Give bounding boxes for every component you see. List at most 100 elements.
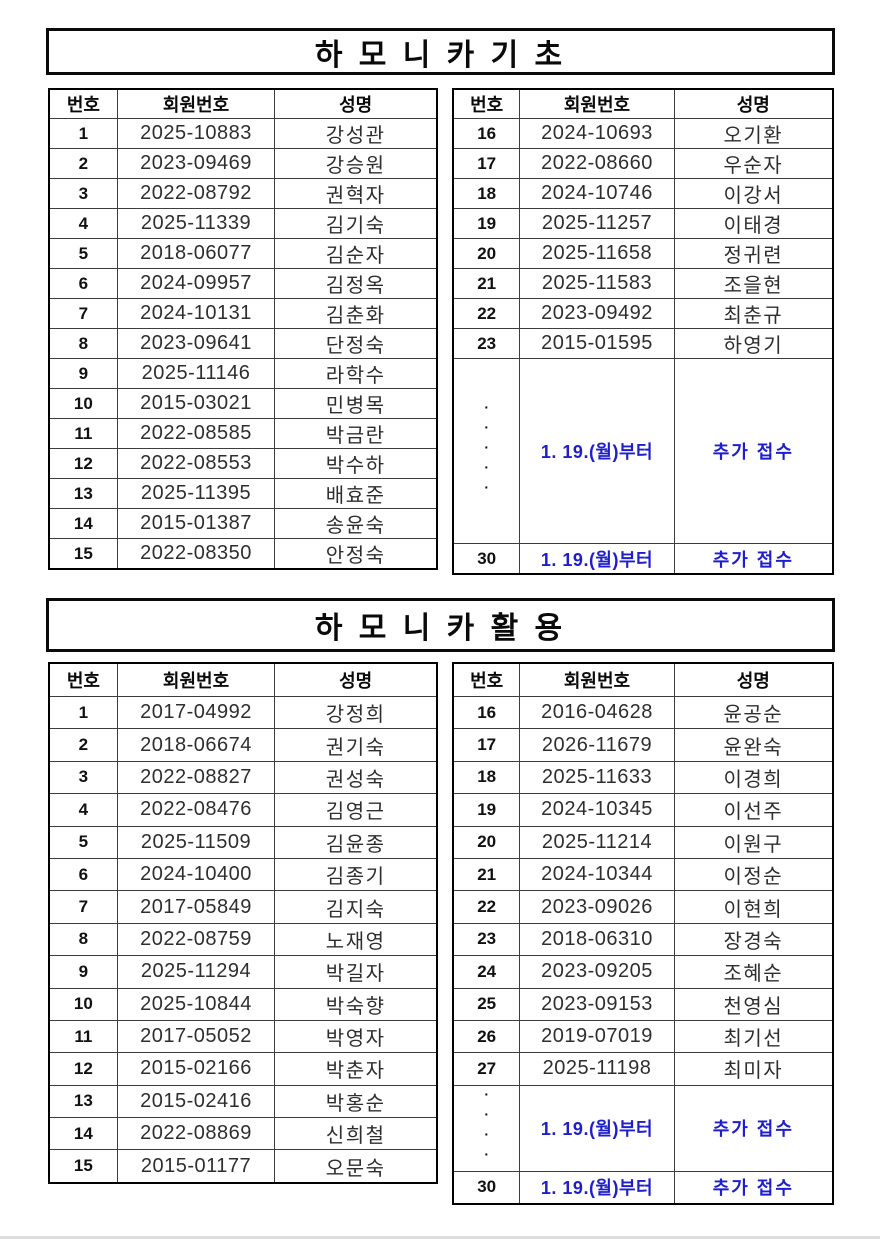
row-number: 2	[48, 728, 118, 762]
member-name: 김지숙	[274, 890, 438, 924]
table-row: 15 2022-08350 안정숙	[48, 538, 438, 570]
member-id: 2024-10344	[519, 857, 675, 892]
table-row: 22 2023-09026 이현희	[452, 890, 834, 924]
member-id: 2025-11214	[519, 825, 675, 859]
table-row: 13 2015-02416 박홍순	[48, 1084, 438, 1119]
member-id: 2015-03021	[116, 388, 276, 419]
member-id: 2023-09641	[116, 328, 276, 359]
member-name: 박금란	[274, 418, 438, 449]
member-name: 박길자	[274, 955, 438, 989]
table-row: 7 2017-05849 김지숙	[48, 890, 438, 924]
member-name: 김춘화	[274, 298, 438, 329]
table-row: 5 2018-06077 김순자	[48, 238, 438, 269]
table-row: 8 2023-09641 단정숙	[48, 328, 438, 359]
row-number: 16	[452, 695, 521, 730]
col-header-number: 번호	[452, 88, 521, 119]
member-name: 우순자	[673, 148, 834, 179]
row-number: 30	[452, 1170, 521, 1205]
member-id: 2025-11583	[519, 268, 675, 299]
additional-registration-label: 추가 접수	[673, 1170, 834, 1205]
member-id: 2023-09026	[519, 890, 675, 924]
table-row: 17 2022-08660 우순자	[452, 148, 834, 179]
member-name: 김종기	[274, 857, 438, 892]
table-row: 22 2023-09492 최춘규	[452, 298, 834, 329]
member-name: 김순자	[274, 238, 438, 269]
member-id: 2017-04992	[116, 695, 276, 730]
member-id: 2025-11198	[519, 1052, 675, 1086]
table-row: 6 2024-10400 김종기	[48, 857, 438, 892]
table-row: 7 2024-10131 김춘화	[48, 298, 438, 329]
additional-registration-label: 추가 접수	[673, 543, 834, 575]
row-number: 17	[452, 148, 521, 179]
member-name: 이경희	[673, 760, 834, 795]
row-number: 30	[452, 543, 521, 575]
row-number: 21	[452, 857, 521, 892]
member-name: 윤완숙	[673, 728, 834, 762]
row-number: 14	[48, 508, 118, 539]
row-number: 22	[452, 890, 521, 924]
member-id: 2022-08660	[519, 148, 675, 179]
member-name: 이원구	[673, 825, 834, 859]
row-number: 7	[48, 890, 118, 924]
row-number: 19	[452, 208, 521, 239]
member-id: 2025-11146	[116, 358, 276, 389]
table-row: 21 2024-10344 이정순	[452, 857, 834, 892]
member-id: 2026-11679	[519, 728, 675, 762]
member-name: 장경숙	[673, 922, 834, 957]
page-bottom-scan-artifact	[0, 1236, 880, 1239]
row-number: 17	[452, 728, 521, 762]
row-number: 9	[48, 358, 118, 389]
col-header-member-id: 회원번호	[519, 88, 675, 119]
row-number: 14	[48, 1117, 118, 1151]
row-number: 10	[48, 987, 118, 1021]
row-number: 4	[48, 208, 118, 239]
member-name: 윤공순	[673, 695, 834, 730]
row-number: 8	[48, 922, 118, 957]
row-number: 1	[48, 118, 118, 149]
member-name: 박숙향	[274, 987, 438, 1021]
table-row: 3 2022-08827 권성숙	[48, 760, 438, 795]
member-name: 김기숙	[274, 208, 438, 239]
table-row: 21 2025-11583 조을현	[452, 268, 834, 299]
member-id: 2015-01387	[116, 508, 276, 539]
row-number: 2	[48, 148, 118, 179]
member-name: 박춘자	[274, 1052, 438, 1086]
table-row: 11 2022-08585 박금란	[48, 418, 438, 449]
table-row: 27 2025-11198 최미자	[452, 1052, 834, 1086]
member-id: 2024-10400	[116, 857, 276, 892]
member-name: 송윤숙	[274, 508, 438, 539]
col-header-number: 번호	[48, 662, 118, 697]
member-id: 2022-08476	[116, 793, 276, 827]
row-number: 12	[48, 1052, 118, 1086]
member-id: 2016-04628	[519, 695, 675, 730]
member-name: 천영심	[673, 987, 834, 1021]
row-number: 12	[48, 448, 118, 479]
row-number: 9	[48, 955, 118, 989]
section1-left-table: 번호 회원번호 성명 1 2025-10883 강성관 2 2023-09469 강승원 3…	[48, 88, 438, 570]
member-name: 박홍순	[274, 1084, 438, 1119]
row-number: 22	[452, 298, 521, 329]
member-id: 2022-08869	[116, 1117, 276, 1151]
row-number-ellipsis: ·····	[452, 358, 521, 544]
member-name: 이태경	[673, 208, 834, 239]
member-id: 2022-08585	[116, 418, 276, 449]
additional-registration-row-30: 30 1. 19.(월)부터 추가 접수	[452, 1170, 834, 1205]
additional-registration-row: ···· 1. 19.(월)부터 추가 접수	[452, 1084, 834, 1172]
row-number: 16	[452, 118, 521, 149]
member-id: 2025-10844	[116, 987, 276, 1021]
row-number: 6	[48, 857, 118, 892]
col-header-name: 성명	[274, 88, 438, 119]
member-name: 조을현	[673, 268, 834, 299]
member-id: 2023-09205	[519, 955, 675, 989]
row-number: 3	[48, 760, 118, 795]
row-number: 5	[48, 825, 118, 859]
row-number-ellipsis: ····	[452, 1084, 521, 1172]
member-id: 2025-11658	[519, 238, 675, 269]
vertical-ellipsis-icon: ·····	[478, 398, 495, 499]
row-number: 6	[48, 268, 118, 299]
additional-registration-row: ····· 1. 19.(월)부터 추가 접수	[452, 358, 834, 544]
additional-registration-date: 1. 19.(월)부터	[519, 1170, 675, 1205]
table-row: 4 2022-08476 김영근	[48, 793, 438, 827]
table-row: 20 2025-11658 정귀련	[452, 238, 834, 269]
additional-registration-row-30: 30 1. 19.(월)부터 추가 접수	[452, 543, 834, 575]
